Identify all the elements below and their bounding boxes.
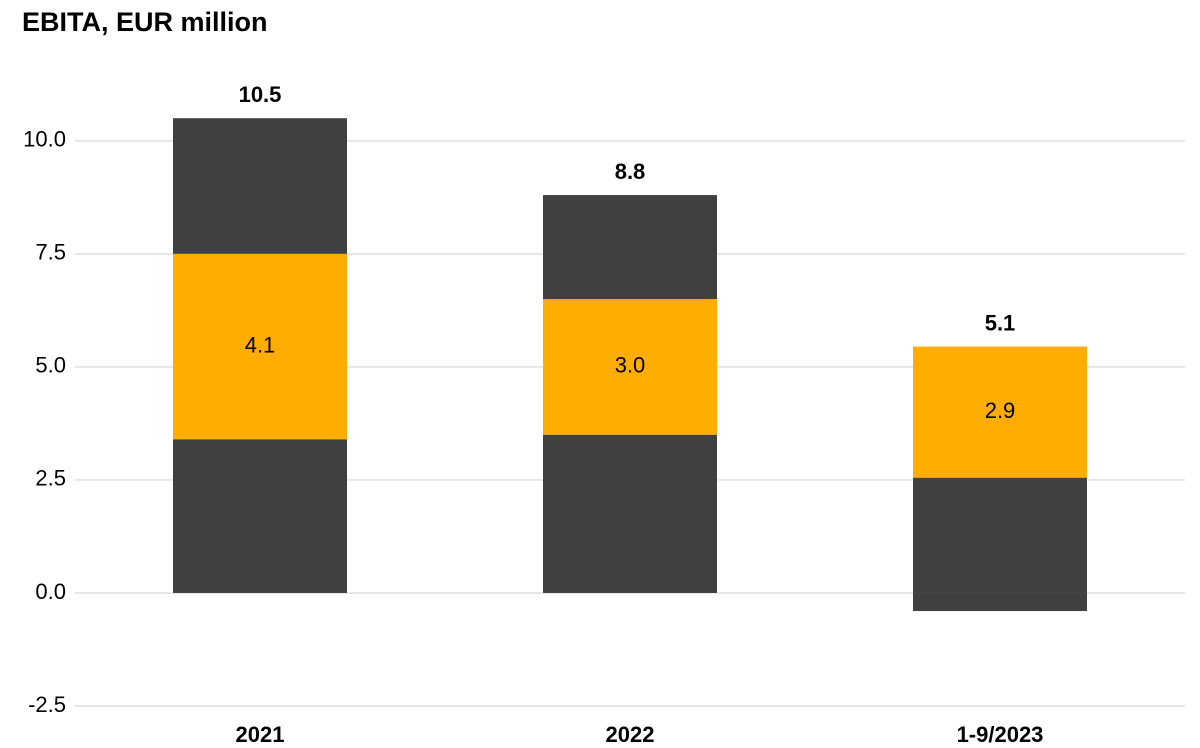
bar-segment [173,118,347,254]
segment-label: 3.0 [615,353,646,378]
x-tick-label: 1-9/2023 [957,722,1044,747]
bar-segment [543,195,717,300]
total-label: 5.1 [985,310,1016,335]
y-tick-label: 0.0 [35,579,66,604]
segment-label: 4.1 [245,332,276,357]
bar-segment [913,477,1087,593]
y-tick-label: 7.5 [35,240,66,265]
y-tick-label: -2.5 [28,692,66,717]
bar-segment [913,346,1087,478]
total-label: 10.5 [239,82,282,107]
x-tick-label: 2021 [236,722,285,747]
total-label: 8.8 [615,159,646,184]
bar-segment [543,299,717,435]
segment-label: 2.9 [985,398,1016,423]
x-tick-label: 2022 [606,722,655,747]
bar-segment [913,592,1087,612]
chart-title: EBITA, EUR million [22,7,268,37]
y-tick-label: 10.0 [23,127,66,152]
bar-segment [173,439,347,593]
y-tick-label: 2.5 [35,466,66,491]
y-tick-label: 5.0 [35,353,66,378]
bar-segment [543,434,717,593]
bar-segment [173,253,347,440]
